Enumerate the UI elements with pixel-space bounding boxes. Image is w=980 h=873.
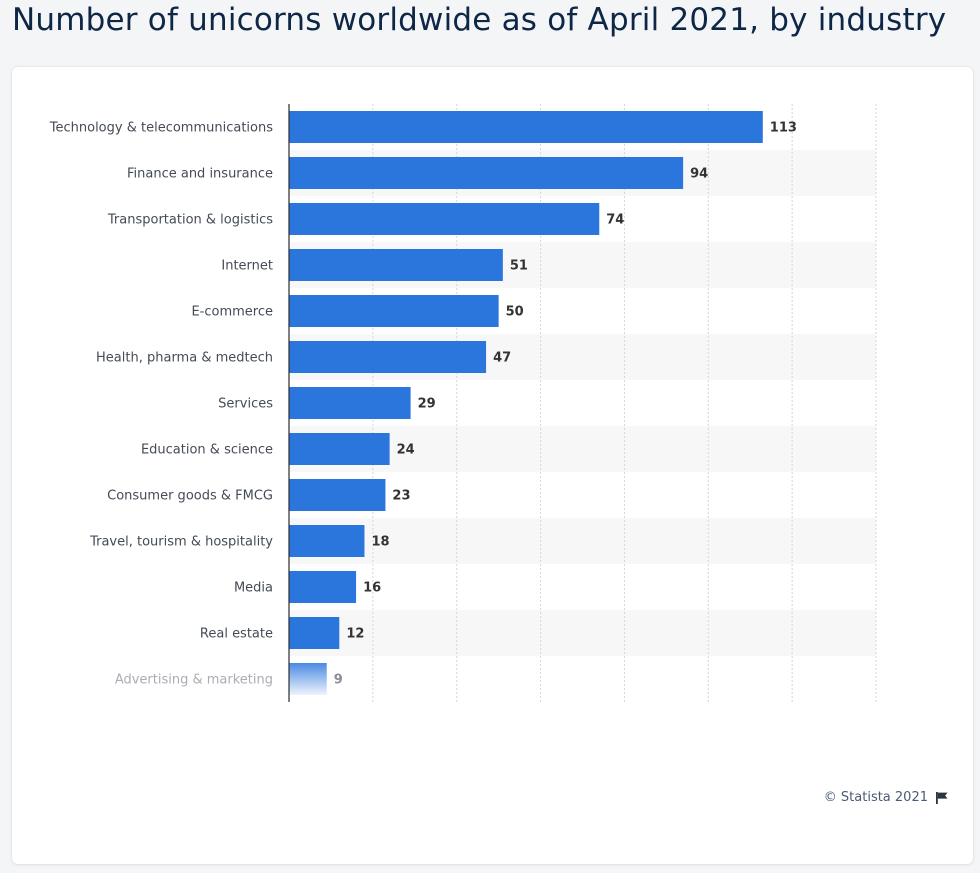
bars bbox=[289, 111, 763, 695]
value-label: 74 bbox=[606, 213, 624, 228]
value-label: 50 bbox=[506, 305, 524, 320]
bar[interactable] bbox=[289, 341, 487, 373]
value-label: 29 bbox=[418, 397, 436, 412]
bar[interactable] bbox=[289, 571, 357, 603]
value-label: 51 bbox=[510, 259, 528, 274]
value-label: 9 bbox=[334, 673, 343, 688]
page-title: Number of unicorns worldwide as of April… bbox=[12, 2, 947, 38]
chart-card: Technology & telecommunications Finance a… bbox=[12, 67, 973, 864]
row-bands bbox=[289, 150, 876, 656]
value-label: 94 bbox=[690, 167, 708, 182]
category-label: Technology & telecommunications bbox=[49, 121, 273, 136]
category-label: Advertising & marketing bbox=[115, 673, 273, 688]
bar[interactable] bbox=[289, 663, 327, 695]
value-label: 24 bbox=[397, 443, 415, 458]
category-label: Transportation & logistics bbox=[107, 213, 273, 228]
category-label: Media bbox=[234, 581, 273, 596]
bar-chart: Technology & telecommunications Finance a… bbox=[49, 104, 877, 702]
bar[interactable] bbox=[289, 249, 503, 281]
bar[interactable] bbox=[289, 111, 763, 143]
bar[interactable] bbox=[289, 479, 386, 511]
bar[interactable] bbox=[289, 433, 390, 465]
bar[interactable] bbox=[289, 387, 411, 419]
category-label: Finance and insurance bbox=[127, 167, 273, 182]
value-labels: 113 94 74 51 50 47 29 24 23 18 16 12 9 bbox=[334, 121, 797, 688]
category-label: Real estate bbox=[200, 627, 273, 642]
bar[interactable] bbox=[289, 617, 340, 649]
category-label: Education & science bbox=[141, 443, 273, 458]
value-label: 12 bbox=[346, 627, 364, 642]
bar[interactable] bbox=[289, 157, 684, 189]
category-label: Travel, tourism & hospitality bbox=[89, 535, 273, 550]
row-band bbox=[289, 610, 876, 656]
value-label: 47 bbox=[493, 351, 511, 366]
value-label: 113 bbox=[770, 121, 797, 136]
credit-text: © Statista 2021 bbox=[823, 790, 928, 805]
row-band bbox=[289, 518, 876, 564]
bar[interactable] bbox=[289, 295, 499, 327]
bar[interactable] bbox=[289, 525, 365, 557]
value-label: 18 bbox=[371, 535, 389, 550]
category-labels: Technology & telecommunications Finance a… bbox=[49, 121, 274, 688]
flag-icon[interactable] bbox=[935, 791, 949, 805]
category-label: Consumer goods & FMCG bbox=[107, 489, 273, 504]
category-label: Services bbox=[218, 397, 273, 412]
value-label: 23 bbox=[392, 489, 410, 504]
category-label: Internet bbox=[221, 259, 273, 274]
bar[interactable] bbox=[289, 203, 600, 235]
category-label: E-commerce bbox=[191, 305, 273, 320]
value-label: 16 bbox=[363, 581, 381, 596]
category-label: Health, pharma & medtech bbox=[96, 351, 273, 366]
statista-credit[interactable]: © Statista 2021 bbox=[824, 790, 949, 805]
